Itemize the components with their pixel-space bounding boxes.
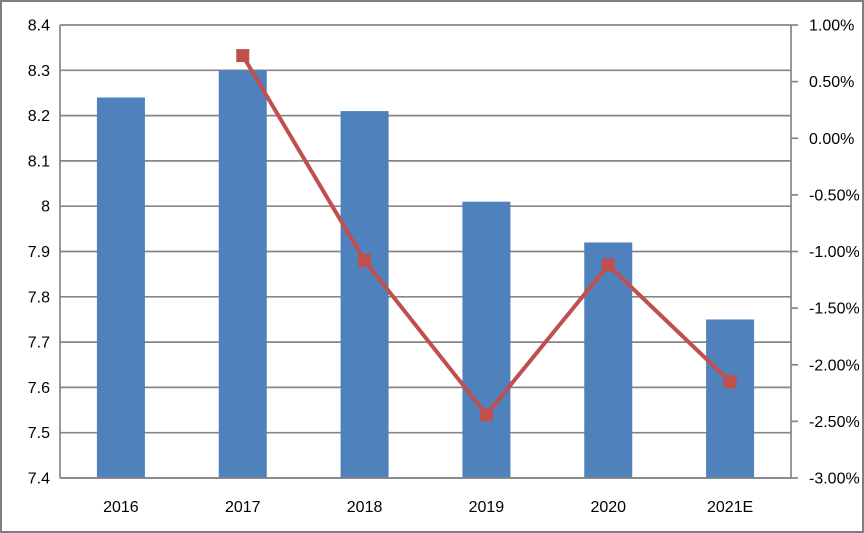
y-left-tick-label: 7.8	[28, 289, 50, 306]
growth-rate-marker	[601, 258, 615, 272]
x-tick-label-2019: 2019	[469, 499, 505, 516]
bar-2019	[462, 201, 511, 479]
growth-rate-marker	[723, 375, 737, 389]
x-tick-label-2018: 2018	[347, 499, 383, 516]
y-left-tick-label: 8.4	[28, 18, 50, 35]
y-right-tick-label: 0.00%	[809, 131, 854, 148]
y-left-tick-label: 7.7	[28, 335, 50, 352]
growth-rate-marker	[479, 408, 493, 422]
y-left-tick-label: 8.3	[28, 63, 50, 80]
y-left-tick-label: 8.2	[28, 108, 50, 125]
bar-2017	[218, 70, 267, 479]
y-left-tick-label: 7.6	[28, 380, 50, 397]
y-left-tick-label: 7.4	[28, 471, 50, 488]
y-right-tick-label: -3.00%	[809, 471, 860, 488]
y-right-tick-label: 0.50%	[809, 74, 854, 91]
y-right-tick-label: 1.00%	[809, 18, 854, 35]
y-left-tick-label: 8.1	[28, 153, 50, 170]
bar-2016	[96, 97, 145, 478]
bar-2020	[584, 242, 633, 478]
y-right-tick-label: -2.50%	[809, 414, 860, 431]
y-right-tick-label: -0.50%	[809, 187, 860, 204]
y-left-tick-label: 7.5	[28, 425, 50, 442]
growth-rate-marker	[358, 254, 372, 268]
x-tick-label-2020: 2020	[590, 499, 626, 516]
y-right-tick-label: -1.00%	[809, 244, 860, 261]
x-tick-label-2016: 2016	[103, 499, 139, 516]
y-right-tick-label: -2.00%	[809, 357, 860, 374]
x-tick-label-2021E: 2021E	[707, 499, 753, 516]
y-right-tick-label: -1.50%	[809, 301, 860, 318]
y-left-tick-label: 8	[41, 199, 50, 216]
x-tick-label-2017: 2017	[225, 499, 261, 516]
bar-2021E	[706, 319, 755, 478]
y-left-tick-label: 7.9	[28, 244, 50, 261]
growth-rate-marker	[236, 49, 250, 63]
bar-2018	[340, 111, 389, 478]
